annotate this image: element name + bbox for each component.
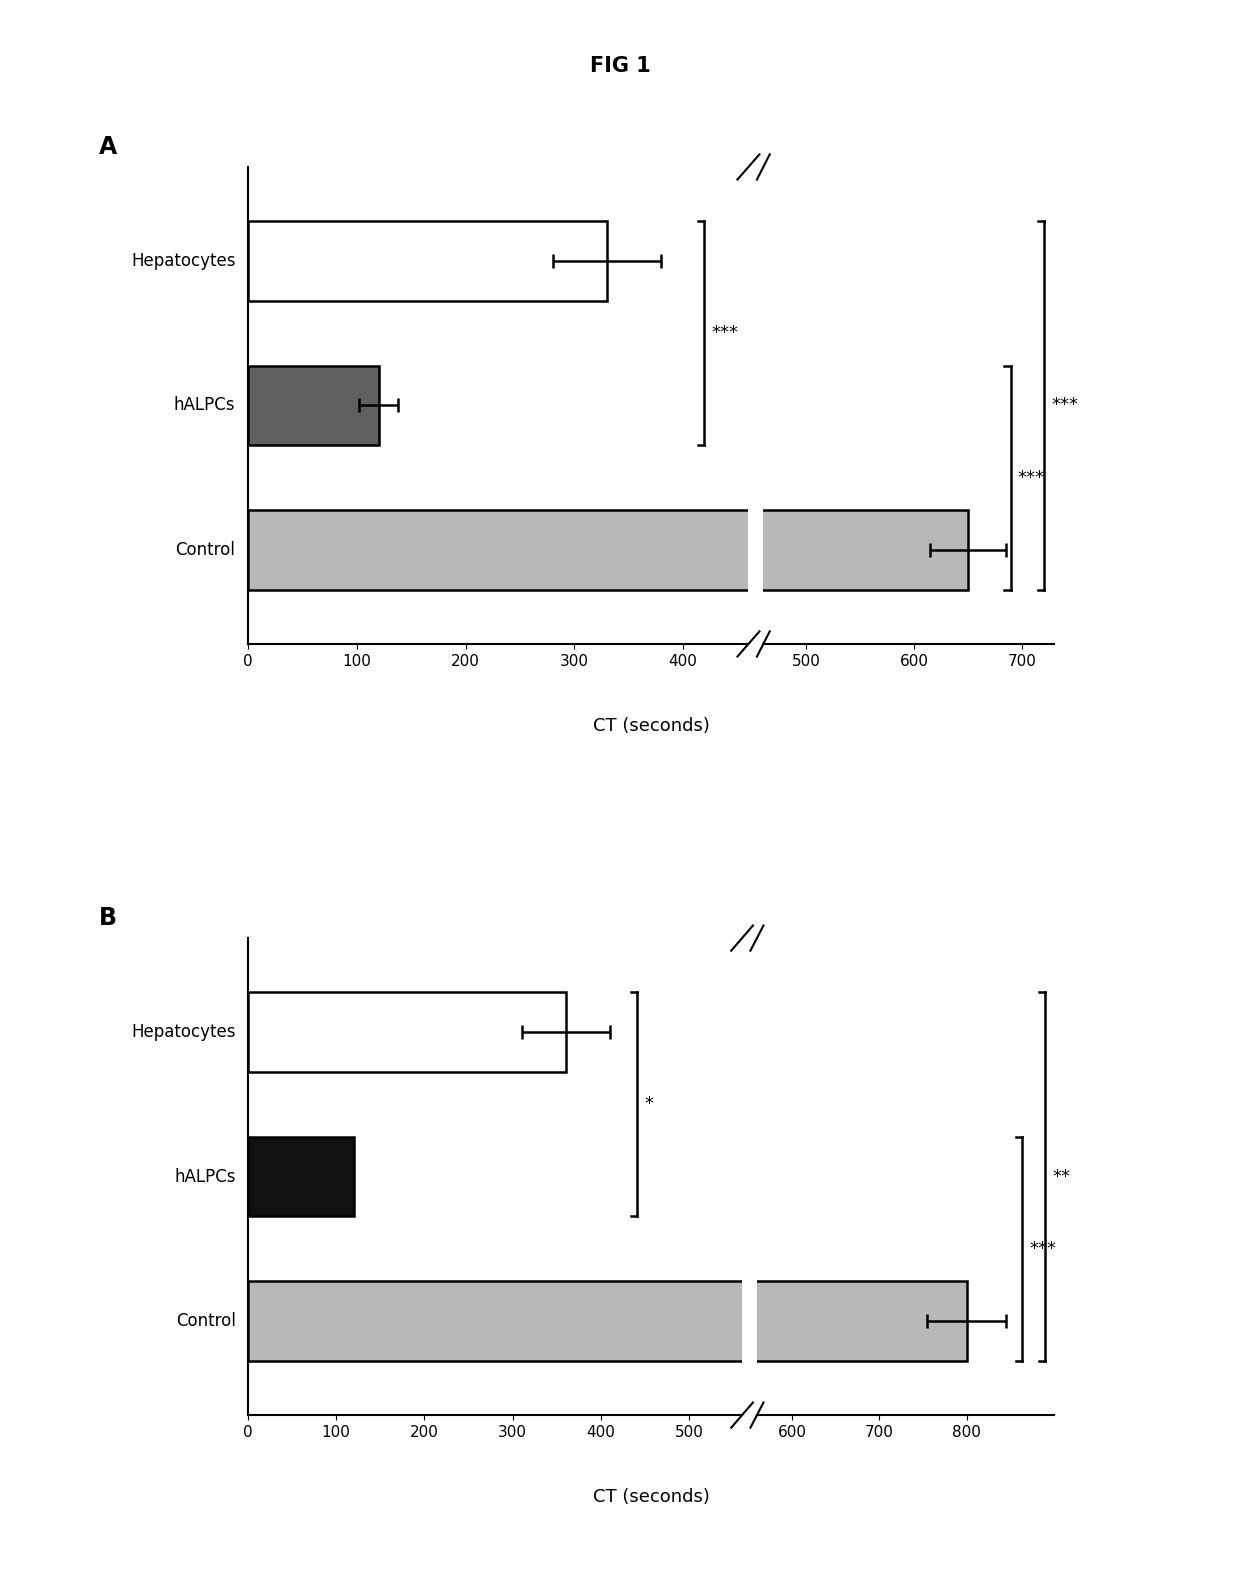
Bar [248,366,378,445]
Bar [248,1282,954,1361]
Bar [248,992,565,1072]
Text: B: B [99,906,118,930]
Bar [248,1137,353,1216]
Bar [268,221,624,301]
Text: **: ** [1053,1167,1070,1186]
Text: *: * [645,1096,653,1113]
Text: Control: Control [176,1312,236,1331]
Text: CT (seconds): CT (seconds) [593,717,709,735]
Bar [248,221,608,301]
Text: ***: *** [1029,1240,1056,1258]
Text: ***: *** [712,324,739,342]
Text: FIG 1: FIG 1 [590,56,650,76]
Text: Hepatocytes: Hepatocytes [131,251,236,270]
Bar [248,510,955,590]
Text: ***: *** [1052,396,1079,415]
Bar [268,1137,372,1216]
Bar [268,992,583,1072]
Text: Hepatocytes: Hepatocytes [131,1022,236,1041]
Text: hALPCs: hALPCs [174,396,236,415]
Text: ***: *** [1018,469,1045,487]
Text: Control: Control [176,541,236,560]
Bar [268,510,968,590]
Text: CT (seconds): CT (seconds) [593,1488,709,1506]
Text: hALPCs: hALPCs [174,1167,236,1186]
Bar [268,1282,967,1361]
Text: A: A [99,135,118,159]
Bar [268,366,397,445]
